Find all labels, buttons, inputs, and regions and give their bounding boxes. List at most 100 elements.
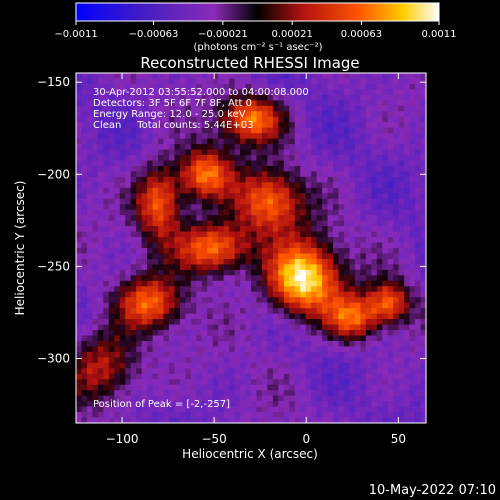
heatmap-cell bbox=[103, 248, 110, 254]
heatmap-cell bbox=[114, 182, 121, 189]
heatmap-cell bbox=[163, 116, 170, 123]
colorbar-tick-label: 0.00021 bbox=[271, 29, 312, 40]
heatmap-cell bbox=[311, 330, 318, 336]
heatmap-cell bbox=[382, 269, 389, 276]
heatmap-cell bbox=[141, 248, 148, 254]
heatmap-cell bbox=[333, 368, 339, 375]
heatmap-cell bbox=[168, 335, 175, 342]
heatmap-cell bbox=[409, 237, 416, 243]
heatmap-cell bbox=[360, 182, 367, 189]
heatmap-cell bbox=[190, 346, 197, 353]
heatmap-cell bbox=[81, 187, 88, 194]
heatmap-cell bbox=[261, 384, 268, 391]
heatmap-cell bbox=[168, 171, 175, 178]
heatmap-cell bbox=[76, 368, 82, 375]
heatmap-cell bbox=[404, 390, 410, 397]
heatmap-cell bbox=[327, 346, 334, 353]
heatmap-cell bbox=[97, 248, 104, 254]
heatmap-cell bbox=[81, 220, 88, 227]
heatmap-cell bbox=[223, 395, 230, 402]
heatmap-cell bbox=[404, 302, 410, 309]
heatmap-cell bbox=[343, 122, 350, 129]
heatmap-cell bbox=[103, 253, 110, 260]
heatmap-cell bbox=[404, 362, 410, 369]
heatmap-cell bbox=[234, 384, 241, 391]
heatmap-cell bbox=[349, 291, 356, 298]
heatmap-cell bbox=[86, 242, 93, 249]
heatmap-cell bbox=[256, 100, 263, 107]
heatmap-cell bbox=[360, 231, 367, 238]
heatmap-cell bbox=[245, 401, 252, 407]
heatmap-cell bbox=[92, 176, 99, 183]
heatmap-cell bbox=[136, 368, 143, 375]
heatmap-cell bbox=[229, 144, 235, 150]
heatmap-cell bbox=[371, 187, 378, 194]
heatmap-cell bbox=[86, 302, 93, 309]
heatmap-cell bbox=[168, 401, 175, 407]
heatmap-cell bbox=[371, 330, 378, 336]
heatmap-cell bbox=[158, 308, 164, 315]
heatmap-cell bbox=[229, 286, 235, 293]
heatmap-cell bbox=[130, 319, 137, 325]
heatmap-cell bbox=[223, 275, 230, 282]
heatmap-cell bbox=[86, 357, 93, 364]
heatmap-cell bbox=[76, 253, 82, 260]
heatmap-cell bbox=[294, 248, 301, 254]
heatmap-cell bbox=[76, 160, 82, 167]
heatmap-cell bbox=[376, 275, 383, 282]
heatmap-cell bbox=[114, 144, 121, 150]
heatmap-cell bbox=[125, 111, 132, 118]
heatmap-cell bbox=[76, 133, 82, 140]
heatmap-cell bbox=[251, 171, 257, 178]
heatmap-cell bbox=[382, 253, 389, 260]
heatmap-cell bbox=[349, 122, 356, 129]
heatmap-cell bbox=[168, 127, 175, 134]
heatmap-cell bbox=[141, 384, 148, 391]
heatmap-cell bbox=[114, 286, 121, 293]
heatmap-cell bbox=[398, 209, 405, 216]
heatmap-cell bbox=[245, 176, 252, 183]
heatmap-cell bbox=[409, 133, 416, 140]
heatmap-cell bbox=[103, 138, 110, 145]
heatmap-cell bbox=[360, 78, 367, 85]
heatmap-cell bbox=[349, 346, 356, 353]
heatmap-cell bbox=[415, 362, 421, 369]
heatmap-cell bbox=[185, 231, 192, 238]
heatmap-cell bbox=[261, 264, 268, 271]
heatmap-cell bbox=[278, 83, 285, 90]
heatmap-cell bbox=[409, 346, 416, 353]
heatmap-cell bbox=[327, 193, 334, 200]
heatmap-cell bbox=[404, 406, 410, 413]
heatmap-cell bbox=[404, 395, 410, 402]
heatmap-cell bbox=[234, 280, 241, 287]
heatmap-cell bbox=[86, 231, 93, 238]
heatmap-cell bbox=[409, 215, 416, 222]
heatmap-cell bbox=[261, 204, 268, 211]
heatmap-cell bbox=[256, 133, 263, 140]
heatmap-cell bbox=[365, 302, 372, 309]
heatmap-cell bbox=[119, 204, 126, 211]
heatmap-cell bbox=[382, 100, 389, 107]
heatmap-cell bbox=[141, 395, 148, 402]
heatmap-cell bbox=[300, 313, 307, 320]
heatmap-cell bbox=[261, 401, 268, 407]
heatmap-cell bbox=[141, 89, 148, 96]
heatmap-cell bbox=[130, 231, 137, 238]
heatmap-cell bbox=[218, 401, 225, 407]
heatmap-cell bbox=[245, 78, 252, 85]
heatmap-cell bbox=[190, 105, 197, 112]
heatmap-cell bbox=[190, 133, 197, 140]
heatmap-cell bbox=[322, 258, 328, 265]
heatmap-cell bbox=[218, 346, 225, 353]
heatmap-cell bbox=[382, 155, 389, 161]
heatmap-cell bbox=[86, 368, 93, 375]
heatmap-cell bbox=[141, 269, 148, 276]
heatmap-cell bbox=[333, 226, 339, 232]
heatmap-cell bbox=[360, 412, 367, 418]
heatmap-cell bbox=[409, 78, 416, 85]
heatmap-cell bbox=[382, 373, 389, 380]
heatmap-cell bbox=[333, 215, 339, 222]
heatmap-cell bbox=[240, 133, 246, 140]
heatmap-cell bbox=[267, 269, 274, 276]
heatmap-cell bbox=[305, 373, 312, 380]
